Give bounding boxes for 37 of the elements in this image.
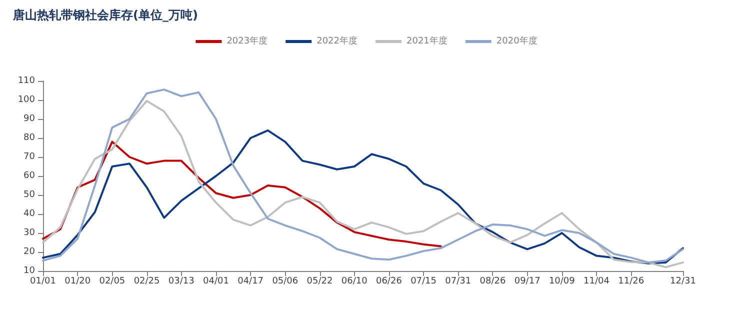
y-tick-label: 10 xyxy=(24,266,36,276)
legend-label: 2020年度 xyxy=(496,36,538,46)
y-tick-label: 30 xyxy=(24,228,36,238)
legend-label: 2023年度 xyxy=(226,36,268,46)
legend-label: 2022年度 xyxy=(316,36,358,46)
y-tick-label: 70 xyxy=(24,152,36,162)
x-tick-label: 05/22 xyxy=(306,276,333,286)
x-tick-label: 12/31 xyxy=(670,276,696,286)
x-tick-label: 02/05 xyxy=(99,276,126,286)
y-tick-label: 110 xyxy=(18,76,36,86)
legend-label: 2021年度 xyxy=(406,36,448,46)
y-tick-label: 60 xyxy=(24,171,36,181)
y-tick-label: 40 xyxy=(24,209,36,219)
x-tick-label: 04/17 xyxy=(238,276,264,286)
x-tick-label: 07/31 xyxy=(445,276,472,286)
y-tick-label: 80 xyxy=(24,133,36,143)
line-series xyxy=(42,140,442,248)
x-tick-label: 01/01 xyxy=(30,276,56,286)
x-tick-label: 09/17 xyxy=(514,276,540,286)
y-tick-label: 20 xyxy=(24,247,36,257)
x-tick-label: 10/09 xyxy=(548,276,576,286)
y-tick-label: 50 xyxy=(24,190,36,200)
x-tick-label: 02/25 xyxy=(134,276,160,286)
line-series xyxy=(42,129,684,264)
x-tick-label: 01/20 xyxy=(64,276,91,286)
x-tick-label: 03/13 xyxy=(168,276,194,286)
x-tick-label: 04/01 xyxy=(203,276,229,286)
x-tick-label: 11/26 xyxy=(618,276,644,286)
x-tick-label: 06/26 xyxy=(376,276,402,286)
y-tick-label: 90 xyxy=(24,114,36,124)
x-tick-label: 08/26 xyxy=(480,276,506,286)
x-tick-label: 06/10 xyxy=(341,276,368,286)
x-tick-label: 07/15 xyxy=(410,276,437,286)
chart-title: 唐山热轧带钢社会库存(单位_万吨) xyxy=(12,8,198,22)
y-tick-label: 100 xyxy=(18,95,36,105)
x-tick-label: 11/04 xyxy=(584,276,610,286)
x-tick-label: 05/06 xyxy=(272,276,298,286)
